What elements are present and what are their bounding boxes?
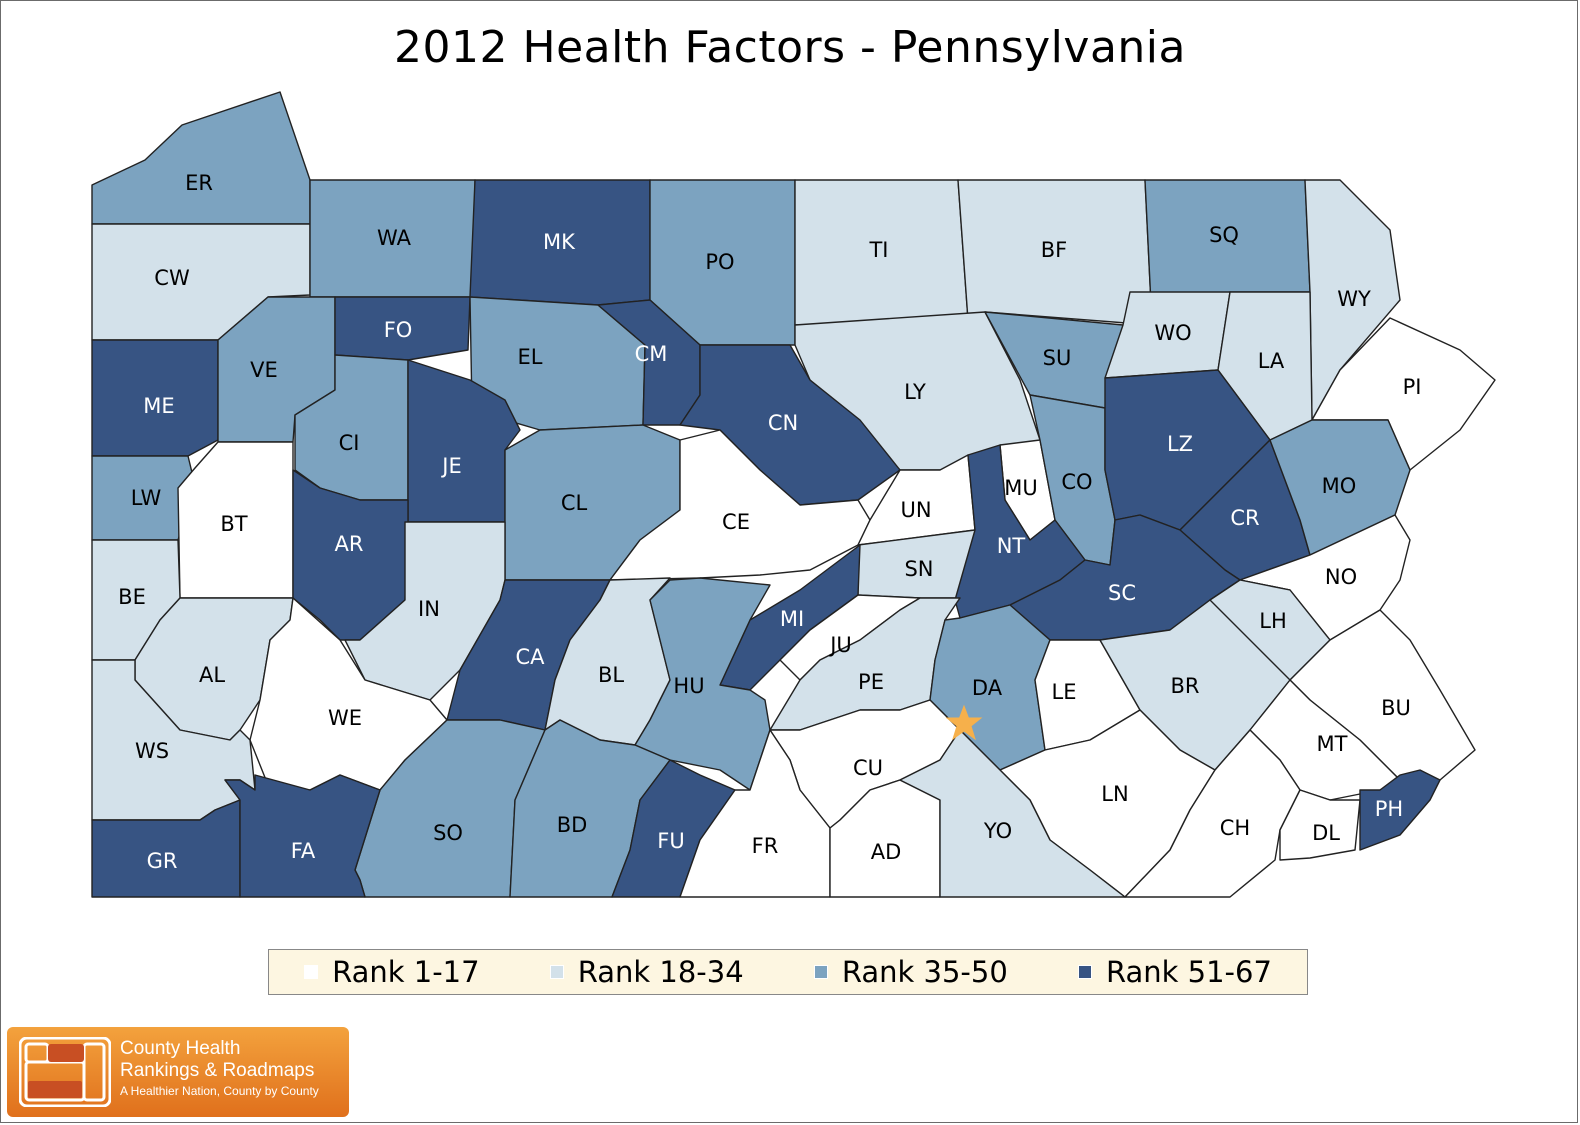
map-title: 2012 Health Factors - Pennsylvania: [394, 22, 1186, 73]
county-label-pe: PE: [858, 670, 884, 694]
county-label-dl: DL: [1312, 821, 1340, 845]
county-label-ci: CI: [339, 431, 360, 455]
roadmap-logo-icon: [19, 1037, 111, 1107]
legend-item-rank-35-50: Rank 35-50: [813, 955, 1008, 989]
county-label-mi: MI: [780, 607, 804, 631]
county-label-mk: MK: [543, 230, 576, 254]
county-label-ca: CA: [515, 645, 545, 669]
county-label-be: BE: [118, 585, 146, 609]
county-label-ln: LN: [1101, 782, 1128, 806]
county-fo: [334, 296, 471, 361]
county-mo: [1269, 419, 1411, 556]
county-label-wy: WY: [1337, 287, 1371, 311]
legend-item-rank-18-34: Rank 18-34: [549, 955, 744, 989]
county-me: [91, 339, 219, 457]
county-label-ch: CH: [1220, 816, 1250, 840]
county-label-no: NO: [1325, 565, 1357, 589]
county-label-we: WE: [328, 706, 362, 730]
county-label-le: LE: [1052, 680, 1077, 704]
county-label-hu: HU: [673, 674, 704, 698]
county-label-sn: SN: [904, 557, 933, 581]
county-label-lz: LZ: [1167, 432, 1193, 456]
county-er: [91, 91, 311, 225]
county-fa: [224, 774, 381, 898]
county-label-po: PO: [705, 250, 734, 274]
county-label-lw: LW: [131, 486, 162, 510]
county-yo: [899, 729, 1126, 898]
county-lh: [1209, 579, 1331, 681]
county-label-su: SU: [1043, 346, 1072, 370]
legend-swatch: [304, 965, 319, 979]
county-label-la: LA: [1258, 349, 1285, 373]
county-label-da: DA: [972, 676, 1003, 700]
legend-item-rank-1-17: Rank 1-17: [304, 955, 480, 989]
county-label-un: UN: [900, 498, 931, 522]
county-label-ad: AD: [871, 840, 902, 864]
county-label-co: CO: [1061, 470, 1092, 494]
county-ce: [609, 429, 871, 581]
legend-item-rank-51-67: Rank 51-67: [1077, 955, 1272, 989]
county-label-ly: LY: [904, 380, 926, 404]
county-label-cn: CN: [768, 411, 798, 435]
county-label-cm: CM: [635, 342, 668, 366]
county-label-cu: CU: [853, 756, 883, 780]
county-bf: [957, 179, 1153, 326]
county-label-ce: CE: [722, 510, 750, 534]
county-ph: [1359, 769, 1441, 851]
county-label-in: IN: [418, 597, 440, 621]
county-label-er: ER: [185, 171, 213, 195]
county-label-fu: FU: [657, 829, 684, 853]
county-label-fo: FO: [384, 318, 413, 342]
county-label-el: EL: [518, 345, 543, 369]
county-label-cl: CL: [561, 491, 588, 515]
county-label-ar: AR: [335, 532, 364, 556]
county-label-gr: GR: [147, 849, 178, 873]
county-label-sq: SQ: [1209, 223, 1239, 247]
county-label-yo: YO: [983, 819, 1012, 843]
county-label-bl: BL: [598, 663, 624, 687]
county-label-bu: BU: [1381, 696, 1411, 720]
legend-swatch: [549, 965, 564, 979]
county-label-wo: WO: [1154, 321, 1191, 345]
legend-label: Rank 18-34: [577, 955, 744, 989]
county-label-ws: WS: [135, 739, 169, 763]
county-dl: [1279, 789, 1361, 861]
map-legend: Rank 1-17 Rank 18-34 Rank 35-50 Rank 51-…: [268, 949, 1308, 995]
county-label-nt: NT: [997, 534, 1026, 558]
county-label-pi: PI: [1403, 375, 1422, 399]
county-label-ph: PH: [1375, 797, 1403, 821]
capital-star-icon: [945, 704, 983, 741]
county-label-cw: CW: [154, 266, 190, 290]
county-label-ve: VE: [250, 358, 278, 382]
county-label-al: AL: [199, 663, 225, 687]
county-label-br: BR: [1171, 674, 1200, 698]
county-label-so: SO: [433, 821, 463, 845]
county-label-ti: TI: [868, 238, 888, 262]
county-label-bt: BT: [220, 512, 247, 536]
brand-tagline: A Healthier Nation, County by County: [120, 1084, 319, 1098]
county-label-mu: MU: [1004, 476, 1038, 500]
county-label-lh: LH: [1259, 609, 1287, 633]
legend-label: Rank 1-17: [332, 955, 480, 989]
county-label-je: JE: [440, 454, 461, 478]
county-label-sc: SC: [1108, 581, 1136, 605]
legend-label: Rank 35-50: [841, 955, 1008, 989]
county-label-mt: MT: [1317, 732, 1348, 756]
brand-name-line1: County Health: [120, 1038, 241, 1059]
brand-name-line2: Rankings & Roadmaps: [120, 1060, 315, 1081]
county-label-wa: WA: [377, 226, 412, 250]
county-label-bd: BD: [557, 813, 588, 837]
county-label-fr: FR: [752, 834, 779, 858]
county-label-fa: FA: [291, 839, 316, 863]
legend-label: Rank 51-67: [1105, 955, 1272, 989]
county-label-bf: BF: [1041, 238, 1068, 262]
legend-swatch: [813, 965, 828, 979]
county-label-cr: CR: [1230, 506, 1259, 530]
county-health-rankings-logo: County Health Rankings & Roadmaps A Heal…: [7, 1027, 349, 1117]
county-label-ju: JU: [828, 633, 852, 657]
county-label-mo: MO: [1322, 474, 1357, 498]
legend-swatch: [1077, 965, 1092, 979]
county-label-me: ME: [143, 394, 174, 418]
